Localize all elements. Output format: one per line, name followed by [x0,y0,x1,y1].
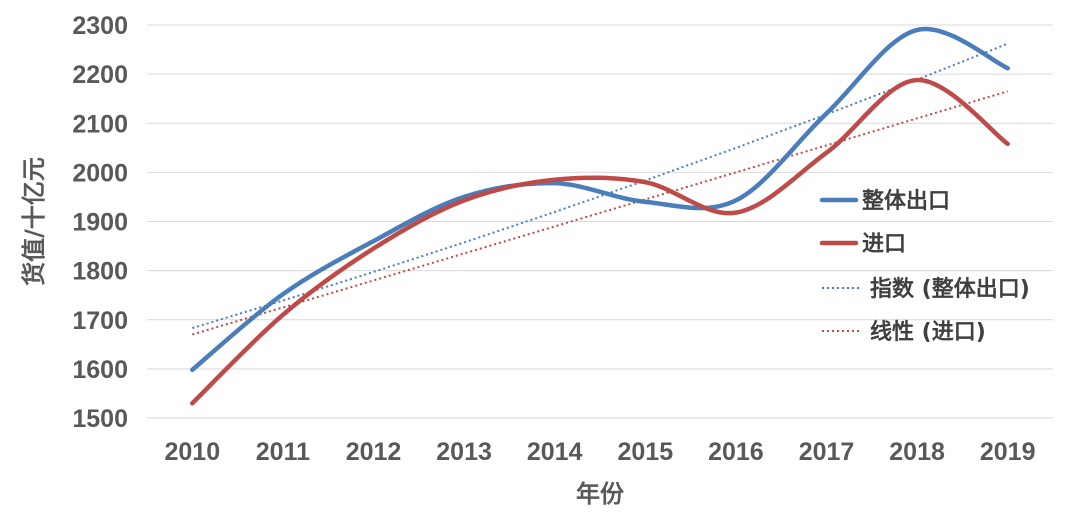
series-line-1 [190,26,1010,373]
y-tick-label-1600: 1600 [72,356,128,384]
x-tick-label-2018: 2018 [889,438,945,466]
x-tick-label-2013: 2013 [436,438,492,466]
x-tick-label-2012: 2012 [346,438,402,466]
y-tick-label-2300: 2300 [72,12,128,40]
x-tick-label-2011: 2011 [256,438,310,466]
y-axis-title: 货值/十亿元 [20,157,48,286]
series-line-2 [190,77,1010,406]
trendline-2 [192,90,1008,336]
y-tick-label-1800: 1800 [72,258,128,286]
x-tick-label-2015: 2015 [617,438,673,466]
x-tick-label-2014: 2014 [527,438,583,466]
x-tick-label-2010: 2010 [164,438,220,466]
x-axis-title: 年份 [576,480,625,508]
x-tick-label-2017: 2017 [799,438,855,466]
y-tick-label-1900: 1900 [72,209,128,237]
y-tick-label-1700: 1700 [72,307,128,335]
y-tick-label-2200: 2200 [72,61,128,89]
x-tick-label-2016: 2016 [708,438,764,466]
y-tick-label-2100: 2100 [72,110,128,138]
y-tick-label-2000: 2000 [72,159,128,187]
legend-label-2: 进口 [862,232,906,257]
y-tick-label-1500: 1500 [72,405,128,433]
legend-label-3: 指数 (整体出口) [870,276,1030,302]
x-tick-label-2019: 2019 [980,438,1036,466]
legend-label-4: 线性 (进口) [870,319,986,345]
legend-label-1: 整体出口 [862,188,950,214]
